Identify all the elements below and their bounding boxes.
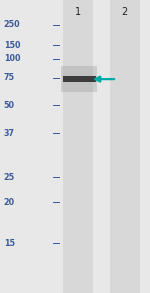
Text: 15: 15 bbox=[4, 239, 15, 248]
Text: 75: 75 bbox=[4, 73, 15, 82]
Bar bbox=[110, 0, 140, 293]
Text: 2: 2 bbox=[121, 7, 128, 17]
Bar bbox=[63, 0, 93, 293]
Text: 150: 150 bbox=[4, 41, 20, 50]
Bar bbox=[61, 66, 98, 92]
Text: 25: 25 bbox=[4, 173, 15, 182]
Text: 20: 20 bbox=[4, 198, 15, 207]
Text: 1: 1 bbox=[75, 7, 81, 17]
Text: 250: 250 bbox=[4, 21, 20, 29]
Text: 37: 37 bbox=[4, 129, 15, 138]
Bar bbox=[63, 76, 96, 82]
Text: 50: 50 bbox=[4, 101, 15, 110]
Text: 100: 100 bbox=[4, 54, 20, 63]
